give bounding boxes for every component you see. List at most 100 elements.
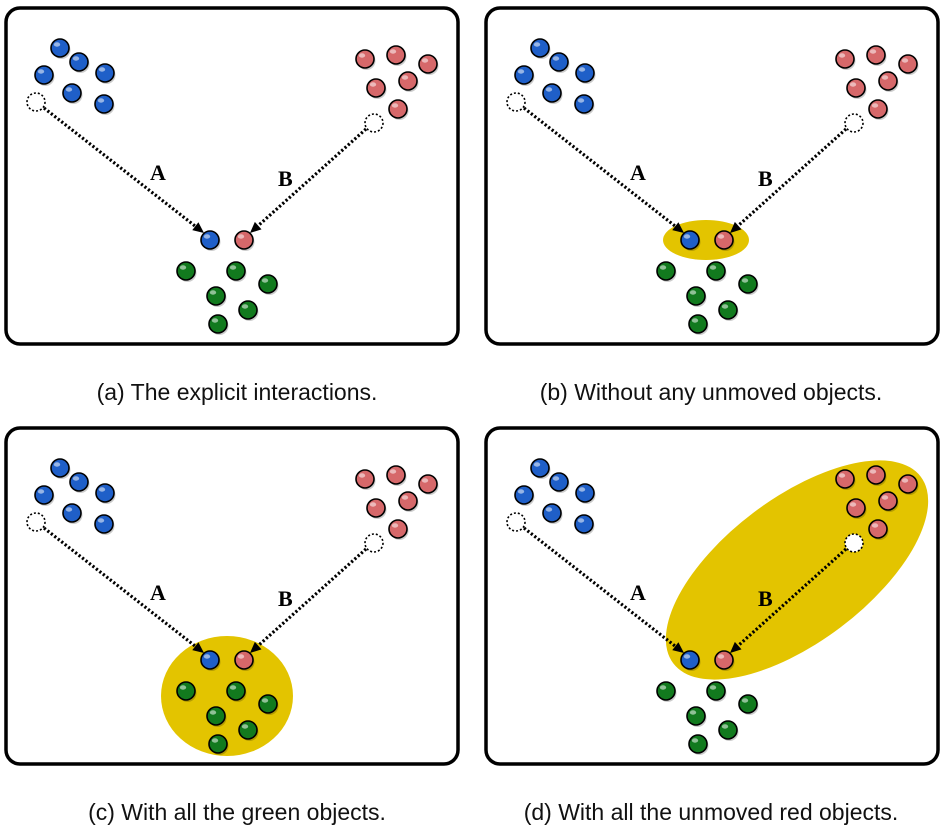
- red-object-4: [878, 491, 898, 511]
- green-object-0-gloss: [179, 265, 187, 270]
- blue-object-0: [50, 38, 70, 58]
- moved-red-object-gloss: [717, 234, 725, 239]
- blue-object-4: [62, 503, 82, 523]
- green-object-5-gloss: [691, 738, 699, 743]
- green-object-2: [738, 694, 758, 714]
- highlight-layer: [4, 426, 460, 766]
- blue-object-0-gloss: [53, 42, 61, 47]
- green-object-1: [226, 261, 246, 281]
- red-object-5: [868, 99, 888, 119]
- green-object-1-gloss: [229, 685, 237, 690]
- green-object-5: [208, 734, 228, 754]
- arrow-a-line: [43, 526, 198, 649]
- blue-object-3: [575, 63, 595, 83]
- arrow-b-head: [730, 221, 742, 233]
- moved-blue-object: [680, 650, 700, 670]
- moved-blue-object-gloss: [203, 654, 211, 659]
- arrow-a-line: [523, 526, 678, 649]
- highlight-pair: [663, 220, 749, 260]
- blue-object-5-gloss: [97, 98, 105, 103]
- ghost-red-origin: [844, 533, 864, 553]
- red-object-5-gloss: [391, 523, 399, 528]
- blue-object-5-gloss: [577, 98, 585, 103]
- red-object-0-gloss: [838, 473, 846, 478]
- blue-object-5: [574, 94, 594, 114]
- highlight-layer: [4, 6, 460, 346]
- green-object-4-gloss: [241, 724, 249, 729]
- red-object-0-gloss: [838, 53, 846, 58]
- green-object-4: [238, 300, 258, 320]
- scene: [26, 458, 439, 755]
- arrow-label-a: A: [630, 160, 646, 185]
- blue-object-4-gloss: [65, 507, 73, 512]
- blue-object-2: [549, 472, 569, 492]
- moved-blue-object-gloss: [683, 234, 691, 239]
- blue-object-3: [95, 63, 115, 83]
- green-object-0: [656, 681, 676, 701]
- red-object-1: [866, 465, 886, 485]
- blue-object-3-gloss: [98, 487, 106, 492]
- red-object-2: [898, 474, 918, 494]
- blue-object-3-gloss: [578, 487, 586, 492]
- green-object-2: [258, 274, 278, 294]
- green-object-3-gloss: [209, 290, 217, 295]
- arrow-a-head: [192, 222, 204, 233]
- blue-object-5: [574, 514, 594, 534]
- moved-red-object: [714, 230, 734, 250]
- blue-object-4-gloss: [65, 87, 73, 92]
- blue-object-1: [34, 485, 54, 505]
- arrow-label-b: B: [758, 586, 773, 611]
- ghost-red-origin: [364, 533, 384, 553]
- green-object-1: [706, 261, 726, 281]
- red-object-2-gloss: [421, 478, 429, 483]
- blue-object-2: [69, 472, 89, 492]
- arrow-a-head: [672, 222, 684, 233]
- scene: [26, 38, 439, 335]
- green-object-5: [688, 734, 708, 754]
- red-object-3: [366, 78, 386, 98]
- red-object-4: [398, 491, 418, 511]
- blue-object-2-gloss: [72, 476, 80, 481]
- red-object-2-gloss: [901, 478, 909, 483]
- red-object-4-gloss: [881, 75, 889, 80]
- red-object-3: [846, 498, 866, 518]
- red-object-2: [418, 474, 438, 494]
- red-object-1-gloss: [389, 49, 397, 54]
- highlight-layer: [484, 6, 940, 346]
- green-object-2-gloss: [741, 278, 749, 283]
- panel-d-diagram: A B: [484, 426, 940, 766]
- moved-red-object-gloss: [717, 654, 725, 659]
- blue-object-5-gloss: [97, 518, 105, 523]
- red-object-4: [878, 71, 898, 91]
- ghost-red-origin: [364, 113, 384, 133]
- caption-c: (c) With all the green objects.: [88, 799, 386, 825]
- red-object-4: [398, 71, 418, 91]
- blue-object-1-gloss: [37, 69, 45, 74]
- arrow-label-a: A: [150, 580, 166, 605]
- green-object-2-gloss: [261, 698, 269, 703]
- red-object-0-gloss: [358, 53, 366, 58]
- green-object-2: [258, 694, 278, 714]
- green-object-0-gloss: [179, 685, 187, 690]
- green-object-0: [656, 261, 676, 281]
- red-object-2-gloss: [421, 58, 429, 63]
- red-object-0: [355, 49, 375, 69]
- moved-blue-object: [680, 230, 700, 250]
- green-object-5-gloss: [691, 318, 699, 323]
- green-object-0: [176, 681, 196, 701]
- red-object-3-gloss: [849, 82, 857, 87]
- red-object-3-gloss: [369, 82, 377, 87]
- moved-red-object: [234, 230, 254, 250]
- red-object-3-gloss: [369, 502, 377, 507]
- red-object-2: [418, 54, 438, 74]
- arrow-label-b: B: [758, 166, 773, 191]
- green-object-1-gloss: [709, 685, 717, 690]
- moved-blue-object: [200, 230, 220, 250]
- green-object-1-gloss: [709, 265, 717, 270]
- red-object-1: [866, 45, 886, 65]
- ghost-blue-origin: [506, 512, 526, 532]
- blue-object-3: [575, 483, 595, 503]
- blue-object-1-gloss: [37, 489, 45, 494]
- panel-d: A B: [484, 426, 940, 766]
- moved-blue-object-gloss: [203, 234, 211, 239]
